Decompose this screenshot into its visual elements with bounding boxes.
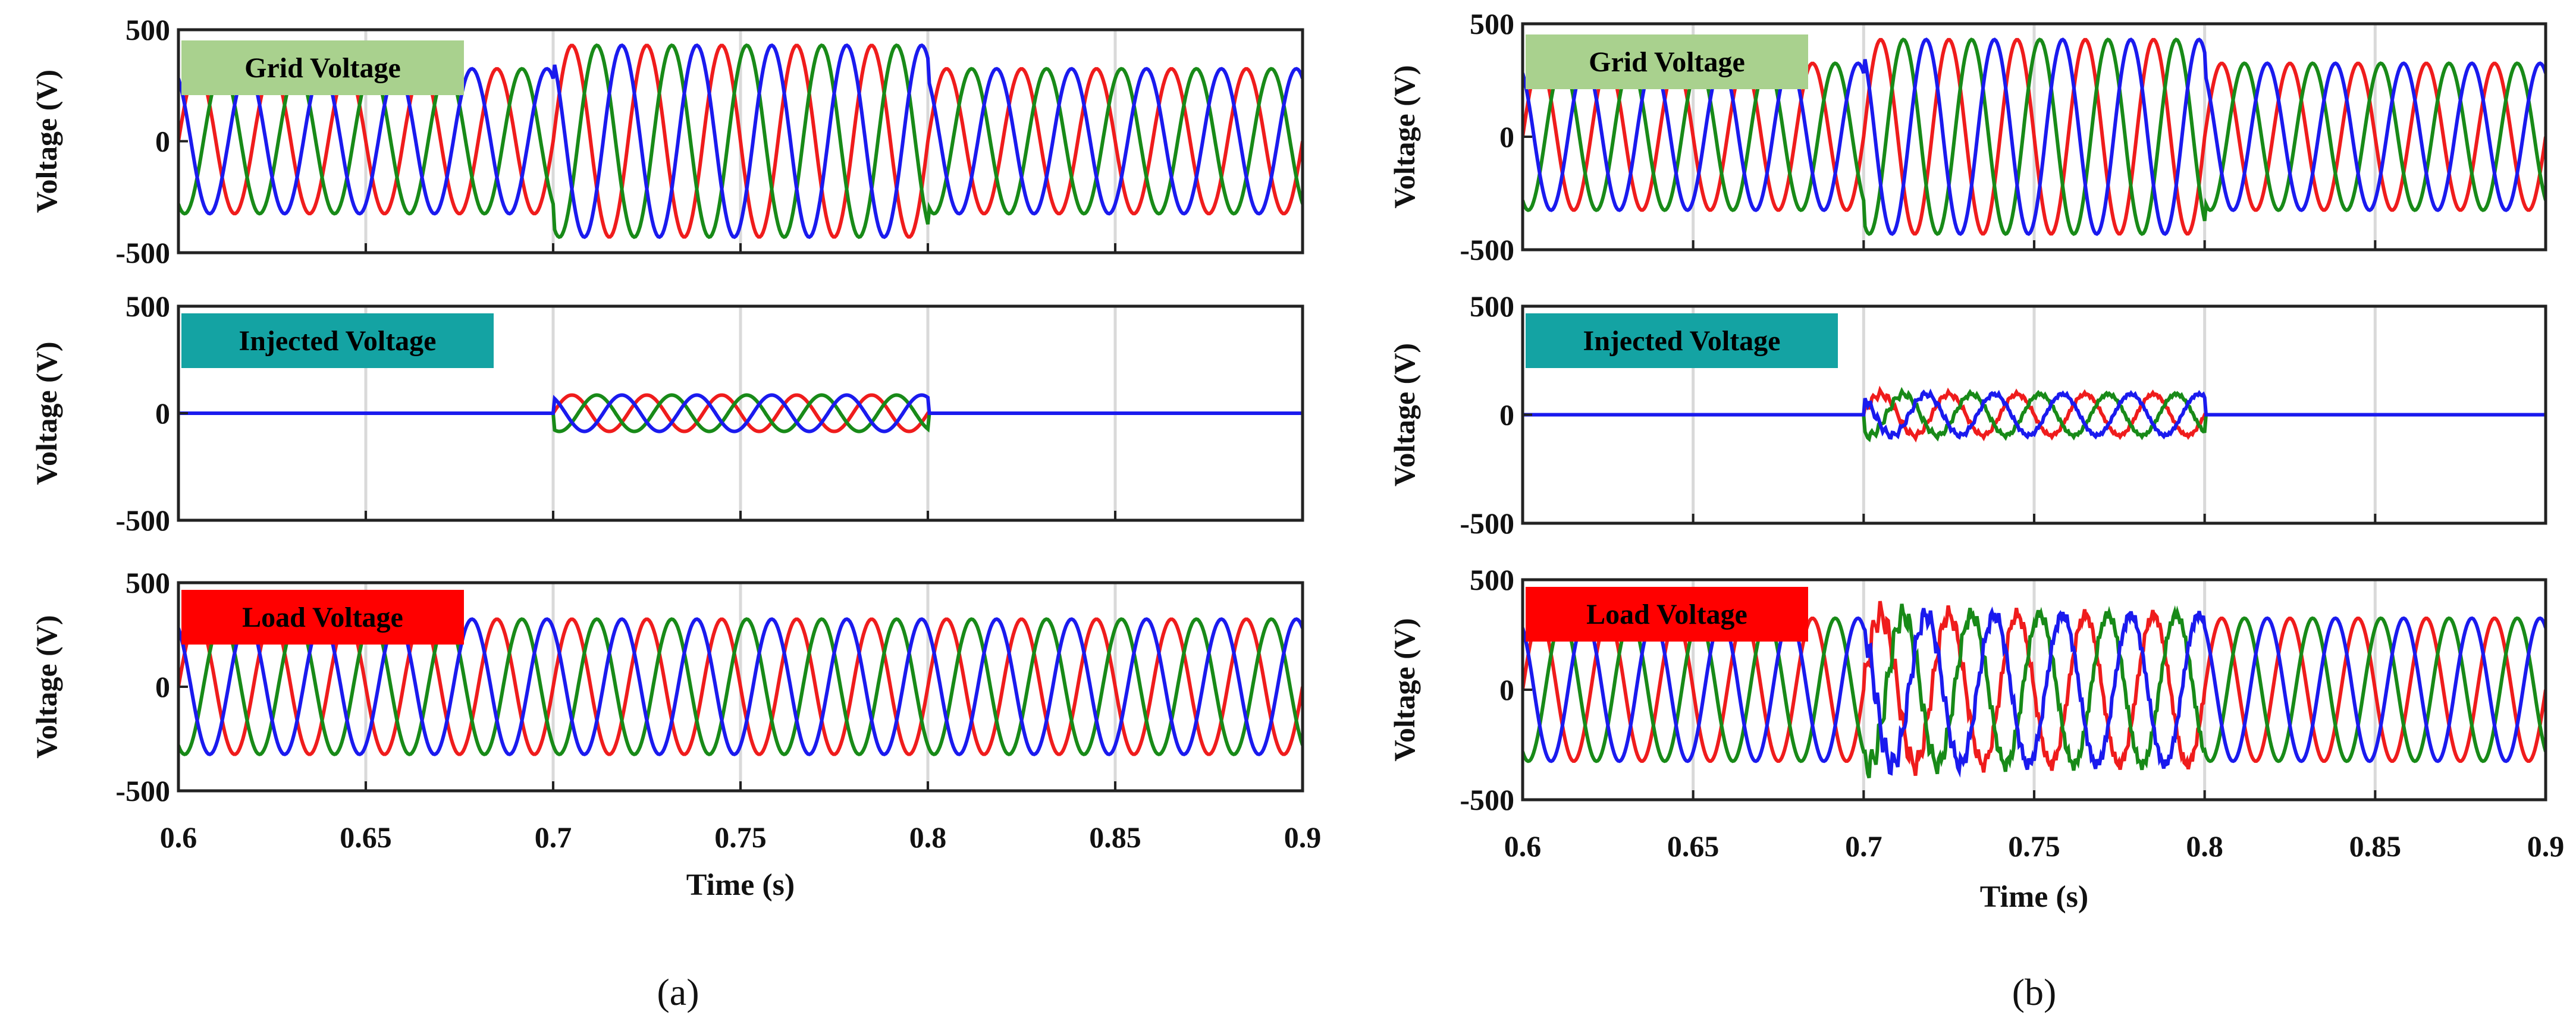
- x-tick-label: 0.7: [1845, 829, 1882, 863]
- subplot-title: Injected Voltage: [1583, 325, 1781, 357]
- subplot-grid-voltage: 500 0 -500 Voltage (V) Grid Voltage: [1388, 7, 2547, 266]
- y-axis-label: Voltage (V): [30, 70, 63, 213]
- series-line-phase-a: [178, 617, 1303, 756]
- y-tick-label: -500: [115, 236, 170, 269]
- x-tick-label: 0.65: [340, 821, 392, 854]
- subplot-title: Grid Voltage: [1589, 46, 1745, 78]
- y-axis-label: Voltage (V): [1388, 65, 1421, 208]
- y-axis-label: Voltage (V): [30, 341, 63, 485]
- series-line-phase-a: [1523, 601, 2546, 777]
- y-tick-label: 500: [125, 566, 170, 599]
- y-tick-label: 500: [1470, 7, 1514, 40]
- y-tick-label: 500: [125, 13, 170, 46]
- panel-caption: (a): [657, 971, 699, 1013]
- subplot-title: Injected Voltage: [239, 325, 437, 357]
- x-tick-label: 0.6: [160, 821, 197, 854]
- x-tick-label: 0.75: [2008, 829, 2060, 863]
- x-tick-label: 0.8: [2186, 829, 2223, 863]
- x-tick-label: 0.85: [1089, 821, 1141, 854]
- y-tick-label: 500: [1470, 563, 1514, 596]
- y-tick-label: 0: [1499, 673, 1514, 706]
- x-tick-label: 0.6: [1504, 829, 1542, 863]
- subplot-grid-voltage: 500 0 -500 Voltage (V) Grid Voltage: [30, 13, 1304, 269]
- x-tick-label: 0.75: [714, 821, 767, 854]
- x-tick-label: 0.9: [1284, 821, 1322, 854]
- chart-panel-a: 500 0 -500 Voltage (V) Grid Voltage 500 0 -500 V…: [30, 13, 1321, 1013]
- y-tick-label: 0: [155, 397, 170, 430]
- subplot-title-box: [181, 40, 464, 95]
- subplot-title: Load Voltage: [242, 602, 403, 633]
- subplot-injected-voltage: 500 0 -500 Voltage (V) Injected Voltage: [1388, 290, 2547, 540]
- subplot-injected-voltage: 500 0 -500 Voltage (V) Injected Voltage: [30, 290, 1304, 537]
- y-tick-label: 0: [155, 670, 170, 703]
- y-tick-label: 0: [1499, 120, 1514, 153]
- subplot-load-voltage: 500 0 -500 Voltage (V) Load Voltage: [30, 566, 1304, 807]
- y-axis-label: Voltage (V): [1388, 618, 1421, 761]
- subplot-title-box: [1526, 313, 1838, 368]
- series-line-phase-c: [178, 393, 1303, 433]
- subplot-title-box: [1526, 34, 1808, 89]
- y-tick-label: -500: [115, 774, 170, 807]
- x-axis-label: Time (s): [686, 868, 795, 902]
- y-axis-label: Voltage (V): [30, 615, 63, 758]
- subplot-title-box: [1526, 587, 1808, 642]
- x-tick-label: 0.7: [535, 821, 572, 854]
- y-axis-label: Voltage (V): [1388, 343, 1421, 486]
- x-tick-label: 0.9: [2527, 829, 2565, 863]
- series-line-phase-c: [1523, 388, 2546, 440]
- y-tick-label: 0: [1499, 398, 1514, 432]
- y-tick-label: 500: [125, 290, 170, 323]
- panel-caption: (b): [2012, 971, 2057, 1013]
- subplot-title: Load Voltage: [1586, 599, 1747, 630]
- y-tick-label: 500: [1470, 290, 1514, 323]
- series-line-phase-c: [1523, 606, 2546, 778]
- series-line-phase-a: [1523, 37, 2546, 236]
- subplot-title: Grid Voltage: [244, 52, 401, 84]
- series-line-phase-c: [1523, 37, 2546, 236]
- x-tick-label: 0.8: [909, 821, 947, 854]
- x-axis-label: Time (s): [1980, 880, 2088, 914]
- x-tick-label: 0.85: [2349, 829, 2402, 863]
- subplot-title-box: [181, 313, 494, 368]
- x-tick-label: 0.65: [1667, 829, 1720, 863]
- series-line-phase-c: [178, 43, 1303, 240]
- chart-panel-b: 500 0 -500 Voltage (V) Grid Voltage 500 0 -500 V…: [1388, 7, 2564, 1013]
- subplot-title-box: [181, 590, 464, 645]
- series-line-phase-a: [178, 43, 1303, 239]
- series-line-phase-c: [178, 617, 1303, 756]
- y-tick-label: 0: [155, 125, 170, 158]
- y-tick-label: -500: [115, 504, 170, 537]
- subplot-load-voltage: 500 0 -500 Voltage (V) Load Voltage: [1388, 563, 2547, 816]
- y-tick-label: -500: [1460, 507, 1514, 540]
- y-tick-label: -500: [1460, 783, 1514, 816]
- y-tick-label: -500: [1460, 233, 1514, 266]
